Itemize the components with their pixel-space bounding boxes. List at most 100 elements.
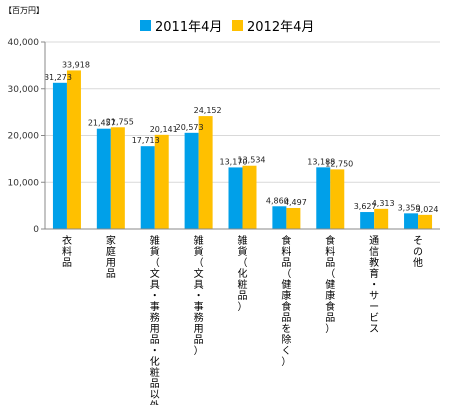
category-label-char: 食 <box>281 300 291 313</box>
category-label-char: 粧 <box>238 278 248 291</box>
category-label-char: ス <box>369 324 379 335</box>
category-label-char: 食 <box>325 234 335 247</box>
category-label-char: 貨 <box>238 245 248 258</box>
category-label-char: 食 <box>281 234 291 247</box>
bar-2011 <box>184 132 199 229</box>
category-label-char: 雑 <box>150 234 160 247</box>
category-label-char: を <box>281 323 291 335</box>
category-label-char: 信 <box>369 246 379 258</box>
category-label-char: 品 <box>281 312 291 324</box>
y-tick-label: 20,000 <box>8 132 40 142</box>
category-label-char: ） <box>238 301 248 313</box>
category-label-char: 品 <box>62 257 72 269</box>
data-label: 3,024 <box>416 205 439 214</box>
bar-2011 <box>52 82 67 229</box>
category-label-char: そ <box>413 235 423 247</box>
category-label-char: 健 <box>325 279 335 291</box>
bar-2012 <box>286 207 301 229</box>
bars <box>52 70 433 229</box>
y-tick-label: 30,000 <box>8 85 40 95</box>
category-label-char: ー <box>369 302 379 313</box>
y-tick-label: 0 <box>33 225 39 235</box>
data-label: 20,141 <box>150 125 178 134</box>
category-label-char: 食 <box>325 300 335 313</box>
axes <box>44 42 440 230</box>
category-label-char: 康 <box>325 289 335 302</box>
data-label: 20,573 <box>176 123 204 132</box>
data-label: 13,188 <box>307 157 335 166</box>
category-label-char: の <box>413 247 423 258</box>
category-label-char: 以 <box>150 390 160 401</box>
data-label: 31,273 <box>44 73 72 82</box>
bar-2012 <box>198 116 213 229</box>
category-label-char: 通 <box>369 235 379 247</box>
data-label: 12,750 <box>325 159 353 168</box>
category-label-char: 料 <box>62 245 72 258</box>
category-label-char: 文 <box>194 267 204 280</box>
category-label-char: ・ <box>150 346 160 357</box>
y-axis-ticks: 0 10,000 20,000 30,000 40,000 <box>8 38 45 235</box>
legend-swatch-2012 <box>232 20 243 31</box>
data-label: 21,457 <box>88 119 116 128</box>
category-label-char: 具 <box>150 279 160 291</box>
category-label-char: ） <box>325 323 335 335</box>
category-label-char: ・ <box>369 280 379 291</box>
category-label-char: 料 <box>325 245 335 258</box>
category-label-char: 用 <box>150 324 160 335</box>
legend: 2011年4月 2012年4月 <box>140 20 314 35</box>
category-label-char: （ <box>238 257 248 269</box>
category-label-char: 外 <box>150 400 160 405</box>
category-label-char: 用 <box>194 324 204 335</box>
category-label-char: 事 <box>194 300 204 313</box>
category-label-char: 衣 <box>62 234 72 247</box>
category-label-char: 除 <box>281 333 291 346</box>
bar-2011 <box>272 206 287 229</box>
bar-2011 <box>360 212 375 229</box>
category-label-char: （ <box>194 257 204 269</box>
bar-2012 <box>374 208 389 229</box>
bar-2012 <box>330 169 345 229</box>
legend-label-2012: 2012年4月 <box>247 20 314 35</box>
data-label: 4,860 <box>266 196 289 205</box>
bar-2012 <box>110 127 125 229</box>
category-label-char: 健 <box>281 279 291 291</box>
bar-2011 <box>140 146 155 229</box>
category-label-char: 庭 <box>106 245 116 258</box>
data-label: 13,534 <box>238 156 266 165</box>
data-label: 3,627 <box>354 202 377 211</box>
data-label: 3,350 <box>398 203 421 212</box>
bar-2011 <box>316 167 331 229</box>
data-label: 21,755 <box>106 117 134 126</box>
data-label: 33,918 <box>62 60 90 69</box>
category-label-char: （ <box>150 257 160 269</box>
category-label-char: 務 <box>194 311 204 324</box>
category-label-char: 化 <box>150 355 160 368</box>
category-label-char: ） <box>281 356 291 368</box>
category-label-char: 品 <box>325 257 335 269</box>
category-label-char: 教 <box>369 256 379 269</box>
y-tick-label: 40,000 <box>8 38 40 48</box>
data-label: 24,152 <box>194 106 222 115</box>
category-label-char: く <box>281 346 291 357</box>
category-label-char: 化 <box>238 267 248 280</box>
category-label-char: ・ <box>194 291 204 302</box>
data-label: 13,170 <box>220 157 248 166</box>
category-label-char: （ <box>281 268 291 280</box>
data-label: 4,313 <box>372 199 395 208</box>
bar-2012 <box>154 134 169 229</box>
category-label-char: 用 <box>106 258 116 269</box>
bar-2012 <box>418 214 433 229</box>
category-label-char: 粧 <box>150 366 160 379</box>
category-label-char: 貨 <box>150 245 160 258</box>
y-tick-label: 10,000 <box>8 178 40 188</box>
bar-2011 <box>96 128 111 229</box>
category-label-char: 他 <box>413 256 423 269</box>
unit-label: 【百万円】 <box>4 6 44 15</box>
category-label-char: ・ <box>150 291 160 302</box>
bar-2011 <box>404 213 419 229</box>
data-label: 17,713 <box>132 136 160 145</box>
category-label-char: （ <box>325 268 335 280</box>
category-label-char: 事 <box>150 300 160 313</box>
legend-label-2011: 2011年4月 <box>155 20 222 35</box>
